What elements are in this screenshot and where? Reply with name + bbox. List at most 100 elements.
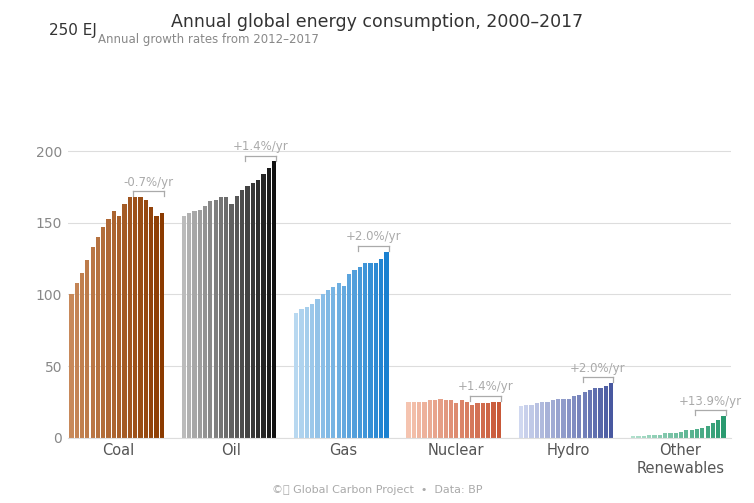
Text: +1.4%/yr: +1.4%/yr xyxy=(458,380,513,393)
Bar xyxy=(443,400,448,438)
Bar xyxy=(251,183,255,438)
Bar xyxy=(144,200,148,438)
Bar xyxy=(139,197,143,438)
Bar xyxy=(133,197,137,438)
Bar xyxy=(342,286,346,438)
Bar xyxy=(347,275,351,438)
Bar xyxy=(240,190,244,438)
Bar xyxy=(556,399,560,438)
Bar xyxy=(374,263,378,438)
Bar xyxy=(234,196,239,438)
Bar xyxy=(96,237,100,438)
Bar xyxy=(85,260,90,438)
Bar xyxy=(352,270,357,438)
Bar xyxy=(631,436,636,438)
Bar xyxy=(69,294,74,438)
Bar xyxy=(583,392,587,438)
Bar xyxy=(294,313,299,438)
Bar xyxy=(566,399,571,438)
Bar xyxy=(117,216,121,438)
Bar xyxy=(545,402,550,438)
Bar xyxy=(690,431,694,438)
Bar xyxy=(198,210,202,438)
Bar xyxy=(679,432,683,438)
Bar xyxy=(706,426,710,438)
Bar xyxy=(700,428,704,438)
Bar xyxy=(75,283,79,438)
Bar xyxy=(572,396,576,438)
Bar xyxy=(192,211,197,438)
Bar xyxy=(588,390,592,438)
Bar xyxy=(246,186,250,438)
Bar xyxy=(449,400,453,438)
Bar xyxy=(454,403,458,438)
Bar xyxy=(604,386,608,438)
Bar xyxy=(476,403,480,438)
Bar xyxy=(363,263,367,438)
Bar xyxy=(668,433,673,438)
Bar xyxy=(524,405,529,438)
Bar xyxy=(464,402,469,438)
Bar xyxy=(642,436,646,438)
Bar xyxy=(106,219,111,438)
Bar xyxy=(599,387,602,438)
Text: Annual growth rates from 2012–2017: Annual growth rates from 2012–2017 xyxy=(98,33,319,46)
Bar xyxy=(459,400,464,438)
Bar xyxy=(299,309,304,438)
Bar xyxy=(127,197,132,438)
Bar xyxy=(187,213,192,438)
Bar xyxy=(219,197,223,438)
Bar xyxy=(529,405,534,438)
Bar xyxy=(684,431,688,438)
Bar xyxy=(540,402,544,438)
Bar xyxy=(155,216,158,438)
Bar xyxy=(492,402,495,438)
Bar xyxy=(470,405,474,438)
Bar xyxy=(182,216,186,438)
Bar xyxy=(315,299,320,438)
Bar xyxy=(561,399,566,438)
Text: Annual global energy consumption, 2000–2017: Annual global energy consumption, 2000–2… xyxy=(171,13,583,31)
Bar xyxy=(652,435,657,438)
Bar xyxy=(90,247,95,438)
Text: +1.4%/yr: +1.4%/yr xyxy=(233,140,289,153)
Text: -0.7%/yr: -0.7%/yr xyxy=(124,176,173,189)
Bar xyxy=(550,400,555,438)
Bar xyxy=(262,174,265,438)
Bar xyxy=(481,403,485,438)
Bar xyxy=(519,406,523,438)
Bar xyxy=(358,267,362,438)
Bar xyxy=(267,169,271,438)
Bar xyxy=(369,263,372,438)
Bar xyxy=(422,402,427,438)
Bar xyxy=(535,403,539,438)
Text: +2.0%/yr: +2.0%/yr xyxy=(345,230,401,243)
Bar xyxy=(310,304,314,438)
Bar xyxy=(379,259,383,438)
Text: +13.9%/yr: +13.9%/yr xyxy=(679,394,742,407)
Bar xyxy=(256,180,260,438)
Bar xyxy=(229,204,234,438)
Bar xyxy=(647,435,651,438)
Bar xyxy=(636,436,641,438)
Bar xyxy=(722,416,725,438)
Bar xyxy=(438,399,443,438)
Bar xyxy=(609,383,613,438)
Bar xyxy=(149,207,153,438)
Bar xyxy=(385,252,388,438)
Bar xyxy=(112,211,116,438)
Bar xyxy=(336,283,341,438)
Bar xyxy=(331,287,336,438)
Bar xyxy=(486,403,490,438)
Bar xyxy=(663,433,667,438)
Bar xyxy=(224,197,228,438)
Bar xyxy=(673,433,678,438)
Bar xyxy=(593,387,597,438)
Bar xyxy=(716,421,720,438)
Bar xyxy=(406,402,411,438)
Bar xyxy=(305,307,309,438)
Text: +2.0%/yr: +2.0%/yr xyxy=(570,362,626,375)
Bar xyxy=(320,294,325,438)
Bar xyxy=(497,402,501,438)
Bar xyxy=(122,204,127,438)
